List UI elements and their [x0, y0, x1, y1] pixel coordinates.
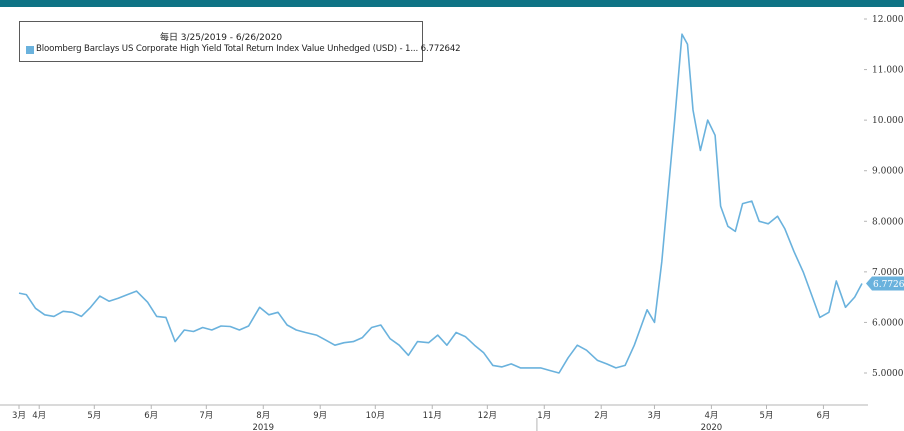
last-value-label: 6.772642	[873, 280, 904, 290]
x-tick-label: 2月	[594, 411, 608, 421]
x-year-label: 2019	[252, 423, 274, 431]
x-tick-label: 6月	[816, 411, 830, 421]
y-tick-label: 12.000000	[872, 15, 904, 25]
x-tick-label: 11月	[423, 411, 442, 421]
legend-series-label: Bloomberg Barclays US Corporate High Yie…	[36, 44, 461, 54]
legend: 每日 3/25/2019 - 6/26/2020 Bloomberg Barcl…	[19, 21, 461, 62]
x-tick-label: 12月	[478, 411, 497, 421]
legend-swatch	[26, 46, 34, 54]
y-tick-label: 6.000000	[872, 318, 904, 328]
y-tick-label: 11.000000	[872, 66, 904, 76]
x-tick-label: 9月	[313, 411, 327, 421]
y-tick-label: 7.000000	[872, 268, 904, 278]
x-tick-label: 8月	[256, 411, 270, 421]
y-tick-label: 9.000000	[872, 167, 904, 177]
x-tick-label: 3月	[648, 411, 662, 421]
legend-title: 每日 3/25/2019 - 6/26/2020	[159, 33, 283, 43]
x-tick-label: 7月	[199, 411, 213, 421]
last-value-flag	[866, 276, 904, 291]
tick-label-layer: 3月 4月 5月 6月 7月 8月 9月 10月 11月 12月 1月 2月 3月 4月 5月 6月 2019 2…	[12, 15, 904, 431]
x-tick-label: 1月	[537, 411, 551, 421]
y-tick-label: 5.000000	[872, 369, 904, 379]
x-tick-label: 6月	[144, 411, 158, 421]
x-tick-label: 5月	[760, 411, 774, 421]
x-tick-label: 3月	[12, 411, 26, 421]
x-tick-label: 5月	[87, 411, 101, 421]
series-layer	[18, 33, 863, 374]
x-tick-label: 4月	[32, 411, 46, 421]
y-tick-label: 10.000000	[872, 116, 904, 126]
series-line	[18, 33, 863, 374]
axes-layer	[0, 18, 868, 431]
x-year-label: 2020	[701, 423, 723, 431]
y-tick-label: 8.000000	[872, 217, 904, 227]
x-tick-label: 4月	[704, 411, 718, 421]
x-tick-label: 10月	[366, 411, 385, 421]
top-accent-bar	[0, 0, 904, 7]
